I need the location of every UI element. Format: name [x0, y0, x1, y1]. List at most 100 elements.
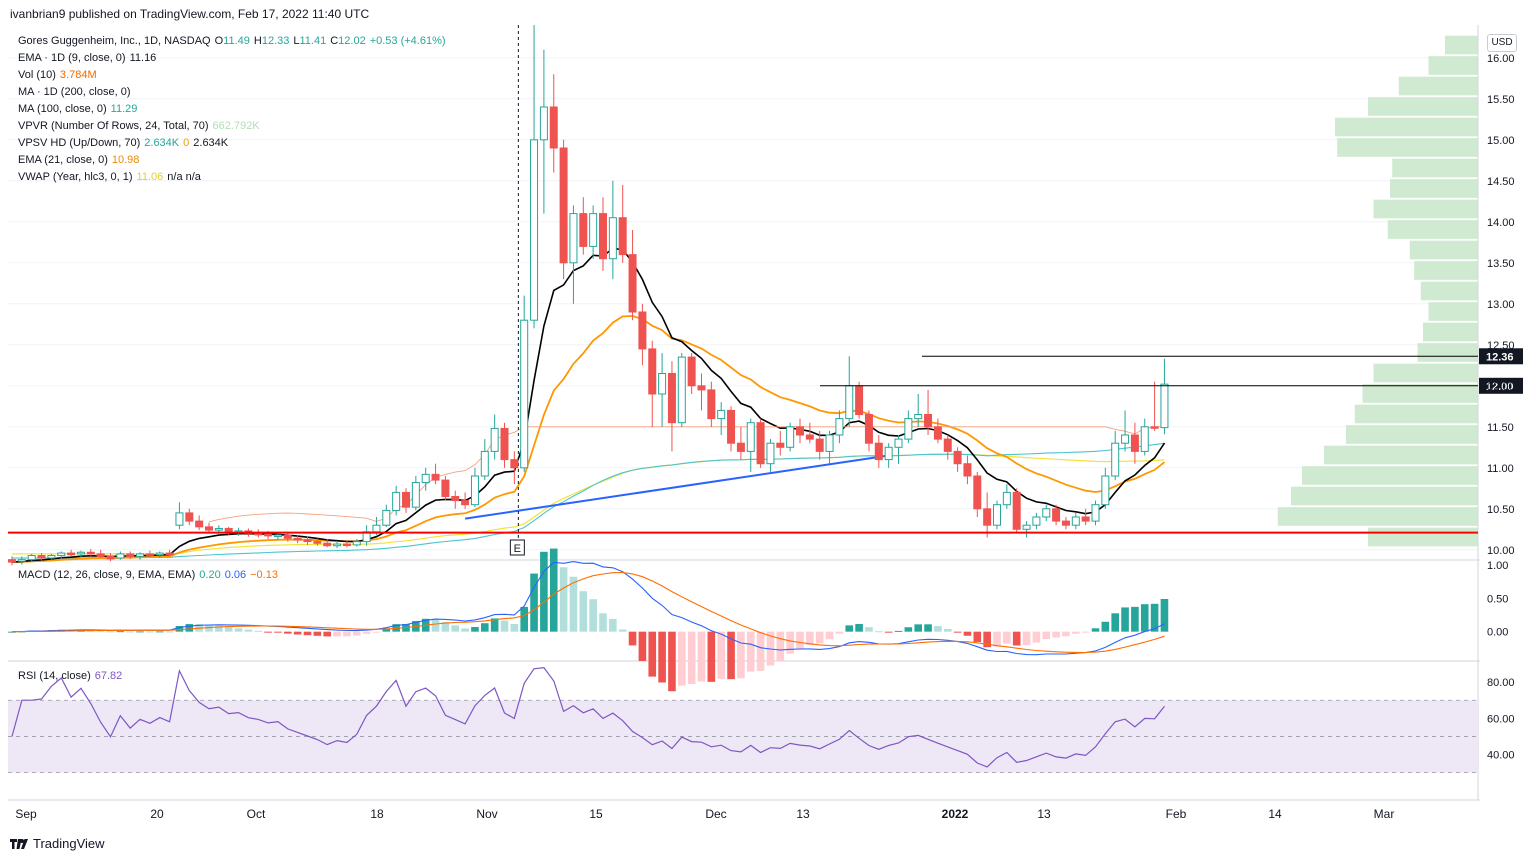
macd-histogram-bar [924, 624, 932, 632]
time-tick-label: 15 [589, 807, 603, 821]
macd-histogram-bar [96, 630, 105, 632]
macd-histogram-bar [1091, 628, 1100, 632]
candle-body [1081, 516, 1090, 522]
macd-histogram-bar [1121, 607, 1129, 632]
candle-body [175, 512, 184, 526]
candle-body [914, 414, 923, 420]
macd-histogram-bar [1022, 631, 1031, 646]
candle-body [96, 553, 105, 557]
candle-body [17, 559, 26, 562]
volume-profile-bar [1368, 527, 1478, 547]
candle-body [963, 463, 972, 477]
legend-ema9: EMA · 1D (9, close, 0) 11.16 [18, 52, 160, 64]
volume-profile-bar [1428, 56, 1478, 75]
candle-body [1012, 491, 1021, 530]
price-tick-label: 10.00 [1487, 545, 1515, 557]
macd-histogram-bar [678, 631, 686, 686]
candle-body [382, 509, 391, 526]
candle-body [57, 552, 66, 557]
chart-canvas[interactable]: E 12.36 12.00 16.00 15.50 15.00 14.50 14.00 13… [0, 0, 1536, 830]
macd-histogram-bar [549, 548, 558, 632]
candle-body [116, 553, 125, 559]
candle-body [323, 542, 332, 547]
macd-histogram-bar [737, 631, 745, 679]
candle-body [273, 534, 282, 538]
volume-profile [1277, 35, 1478, 547]
price-tick-label: 16.00 [1487, 53, 1515, 65]
candle-body [1002, 491, 1011, 506]
ema9-line [11, 247, 1166, 563]
vwap-label: VWAP (Year, hlc3, 0, 1) [18, 171, 133, 183]
macd-histogram-bar [205, 625, 213, 632]
macd-histogram-bar [707, 631, 716, 682]
time-tick-label: Nov [476, 807, 497, 821]
volume-profile-bar [1428, 302, 1478, 321]
volume-profile-bar [1445, 35, 1478, 55]
macd-histogram-bar [815, 631, 824, 644]
rsi-value: 67.82 [94, 670, 123, 682]
candle-body [717, 409, 726, 420]
price-tick-label: 14.00 [1487, 217, 1515, 229]
macd-histogram-bar [234, 628, 243, 632]
ema21-line [11, 315, 1166, 563]
macd-histogram-bar [333, 631, 341, 637]
candle-body [293, 537, 302, 541]
currency-badge[interactable]: USD [1487, 34, 1517, 52]
price-label: 12.36 [1486, 351, 1514, 363]
candle-body [342, 543, 351, 547]
candle-body [687, 356, 696, 387]
candle-body [1061, 520, 1070, 526]
tradingview-logo-icon [10, 838, 28, 849]
candle-body [86, 551, 95, 555]
candle-body [1160, 383, 1169, 429]
candle-body [805, 434, 814, 440]
rsi-tick-label: 80.00 [1487, 677, 1515, 689]
candle-body [37, 555, 46, 559]
high-value: 12.33 [261, 35, 290, 47]
macd-histogram-bar [559, 567, 568, 632]
macd-histogram-bar [609, 618, 617, 632]
macd-histogram-bar [1131, 606, 1139, 632]
macd-histogram-bar [441, 622, 450, 632]
macd-histogram-bar [185, 624, 194, 632]
time-tick-label: 18 [370, 807, 384, 821]
candle-body [579, 213, 588, 247]
macd-histogram-bar [668, 631, 676, 692]
price-tick-label: 10.50 [1487, 504, 1515, 516]
candle-body [283, 534, 292, 539]
candle-body [746, 422, 755, 452]
vpsv-up: 2.634K [144, 137, 180, 149]
candle-body [815, 438, 824, 452]
candle-body [510, 459, 519, 469]
macd-histogram-bar [254, 630, 263, 632]
candle-body [451, 496, 460, 502]
time-tick-label: 13 [1037, 807, 1051, 821]
macd-tick-label: 0.50 [1487, 593, 1508, 605]
vwap-extra: n/a n/a [167, 171, 201, 183]
candle-body [421, 473, 430, 484]
macd-histogram-bar [264, 631, 272, 633]
price-label-box [1479, 377, 1523, 394]
macd-histogram-bar [855, 624, 863, 632]
macd-histogram-bar [697, 631, 706, 682]
tradingview-branding[interactable]: TradingView [10, 836, 105, 851]
macd-histogram-bar [293, 631, 302, 635]
signal-line-value: −0.13 [250, 569, 278, 581]
candle-body [470, 475, 479, 506]
macd-label: MACD (12, 26, close, 9, EMA, EMA) [18, 569, 196, 581]
rsi-pane [8, 666, 1478, 774]
candle-body [185, 512, 194, 522]
candle-body [8, 559, 16, 563]
legend-ma100: MA (100, close, 0) 11.29 [18, 103, 141, 115]
macd-histogram-bar [431, 618, 440, 632]
candle-body [402, 491, 410, 508]
macd-histogram-bar [1140, 604, 1149, 632]
price-label: 12.00 [1486, 381, 1514, 393]
price-tick-label: 13.50 [1487, 258, 1515, 270]
macd-histogram-bar [717, 631, 725, 679]
candle-body [569, 213, 578, 264]
ma100-label: MA (100, close, 0) [18, 103, 107, 115]
brand-name: TradingView [33, 836, 105, 851]
candle-body [490, 427, 499, 452]
macd-histogram-bar [1062, 631, 1070, 637]
